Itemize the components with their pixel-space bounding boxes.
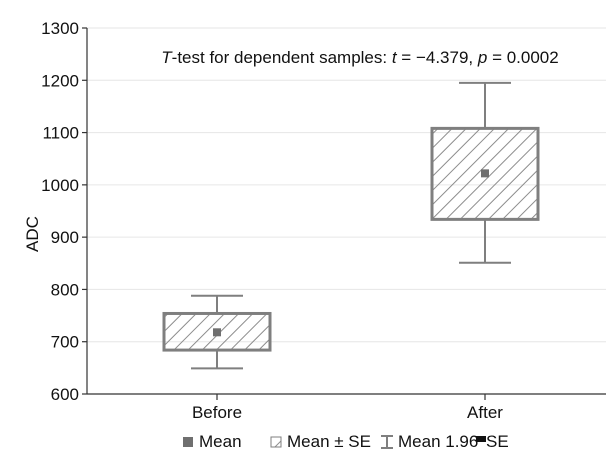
legend-mean-label: Mean: [199, 432, 242, 451]
legend-mean-marker: [183, 437, 193, 447]
legend-ci-icon: [381, 435, 393, 449]
legend-mean-ci-suffix: SE: [486, 432, 509, 451]
annotation-t-symbol: t: [392, 48, 398, 67]
legend: Mean Mean ± SE Mean 1.96 SE: [183, 432, 509, 451]
y-axis-label: ADC: [23, 216, 42, 252]
box-before: [162, 294, 272, 370]
y-tick-label-6: 1200: [41, 71, 79, 90]
annotation-text-before-t: -test for dependent samples:: [172, 48, 392, 67]
y-tick-label-3: 900: [51, 228, 79, 247]
annotation-t-value: = −4.379,: [397, 48, 478, 67]
axes-layer: 600 700 800 900 1000 1100 1200 1300 Before After: [41, 19, 606, 422]
legend-mean-ci-label: Mean 1.96: [398, 432, 478, 451]
legend-ci-separator-square: [476, 436, 486, 442]
y-tick-label-5: 1100: [42, 124, 79, 143]
y-tick-label-1: 700: [51, 333, 79, 352]
y-tick-label-7: 1300: [41, 19, 79, 38]
x-tick-label-before: Before: [192, 403, 242, 422]
legend-mean-se-label: Mean ± SE: [287, 432, 371, 451]
mean-marker-before: [213, 328, 221, 337]
y-tick-label-4: 1000: [41, 176, 79, 195]
box-after: [430, 81, 540, 264]
legend-mean-se-marker: [270, 436, 282, 448]
annotation-text: T-test for dependent samples: t = −4.379…: [161, 48, 558, 67]
plot-layer: [162, 81, 540, 370]
y-tick-label-0: 600: [51, 385, 79, 404]
x-tick-label-after: After: [467, 403, 503, 422]
annotation-p-value: = 0.0002: [487, 48, 558, 67]
mean-marker-after: [481, 169, 489, 178]
annotation-p-symbol: p: [477, 48, 487, 67]
annotation-t-prefix: T: [161, 48, 173, 67]
y-tick-label-2: 800: [51, 280, 79, 299]
